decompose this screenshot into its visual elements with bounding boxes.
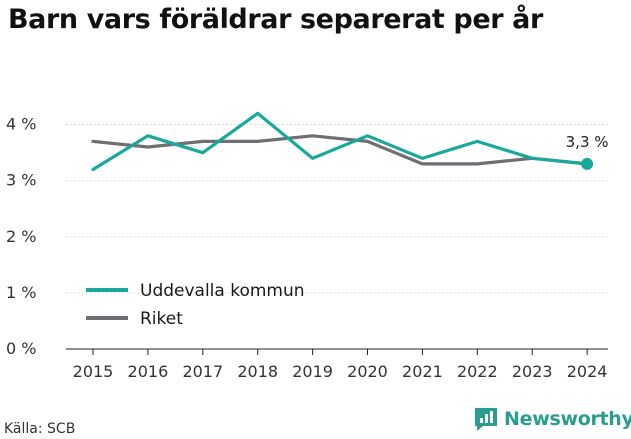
x-tick-label: 2024 [567,362,608,381]
series-line-uddevalla-kommun [91,111,589,172]
series-line-riket [91,134,589,166]
legend-label: Riket [140,309,183,329]
y-tick-label: 2 % [6,227,36,246]
y-tick-label: 0 % [6,339,36,358]
newsworthy-logo-icon [475,408,497,431]
x-tick-label: 2017 [182,362,223,381]
chart-title: Barn vars föräldrar separerat per år [8,4,543,35]
source-note: Källa: SCB [4,421,76,437]
x-tick-label: 2021 [402,362,443,381]
x-tick-label: 2015 [73,362,114,381]
series-lines [91,111,589,172]
x-tick-label: 2019 [292,362,333,381]
annotation-label: 3,3 % [566,133,609,151]
x-tick-label: 2023 [512,362,553,381]
brand-name: Newsworthy [504,408,631,430]
annotations: 3,3 % [566,133,609,170]
legend: Uddevalla kommun Riket [86,281,305,329]
highlight-point [581,157,594,170]
x-tick-label: 2018 [237,362,278,381]
y-tick-label: 1 % [6,283,36,302]
gridlines [66,124,608,350]
brand-logo: Newsworthy [473,406,631,432]
y-axis: 0 % 1 % 2 % 3 % 4 % [6,115,36,358]
line-chart: 0 % 1 % 2 % 3 % 4 % 2015 2016 2017 2018 2019 2020… [6,111,609,381]
x-tick-label: 2022 [457,362,498,381]
x-axis: 2015 2016 2017 2018 2019 2020 2021 2022 2023 2024 [73,349,608,381]
x-tick-label: 2020 [347,362,388,381]
legend-label: Uddevalla kommun [140,281,305,301]
y-tick-label: 3 % [6,171,36,190]
y-tick-label: 4 % [6,115,36,134]
x-tick-label: 2016 [128,362,169,381]
